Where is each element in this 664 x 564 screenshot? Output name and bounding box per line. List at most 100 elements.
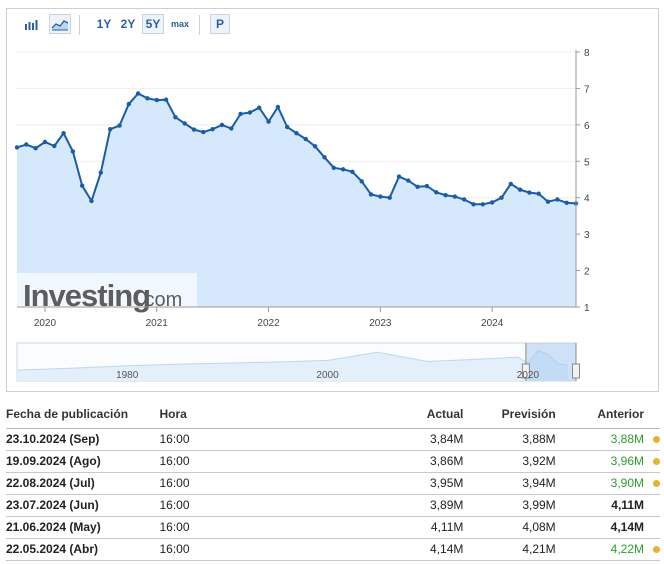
- data-point[interactable]: [285, 124, 290, 130]
- navigator-selection[interactable]: [525, 343, 576, 381]
- data-point[interactable]: [247, 110, 253, 115]
- y-tick-label: 8: [584, 48, 590, 59]
- previous-value: 3,96M: [610, 454, 644, 468]
- data-point[interactable]: [42, 139, 48, 145]
- data-point[interactable]: [517, 187, 523, 192]
- data-point[interactable]: [359, 179, 364, 184]
- data-point[interactable]: [126, 101, 131, 107]
- header-prevision[interactable]: Previsión: [463, 400, 556, 429]
- navigator-area: [17, 350, 568, 381]
- print-button[interactable]: P: [210, 14, 230, 34]
- data-point[interactable]: [89, 198, 94, 204]
- revised-indicator-icon[interactable]: [653, 480, 660, 488]
- previous-value: 3,90M: [610, 476, 644, 490]
- navigator-handle[interactable]: [572, 363, 580, 379]
- data-point[interactable]: [24, 142, 29, 147]
- header-date[interactable]: Fecha de publicación: [6, 400, 160, 429]
- revised-indicator-icon[interactable]: [653, 458, 660, 466]
- data-point[interactable]: [294, 131, 299, 136]
- data-point[interactable]: [229, 126, 234, 131]
- release-date: 23.10.2024 (Sep): [6, 428, 160, 451]
- data-point[interactable]: [443, 193, 448, 198]
- data-point[interactable]: [564, 200, 569, 205]
- data-point[interactable]: [434, 190, 439, 195]
- data-point[interactable]: [508, 181, 513, 187]
- data-point[interactable]: [145, 96, 150, 101]
- table-row: 22.08.2024 (Jul) 16:00 3,95M 3,94M 3,90M: [6, 472, 660, 495]
- data-point[interactable]: [312, 144, 318, 149]
- data-point[interactable]: [108, 127, 113, 132]
- data-point[interactable]: [173, 115, 178, 120]
- release-date: 21.06.2024 (May): [6, 516, 160, 539]
- data-point[interactable]: [275, 104, 281, 110]
- data-point[interactable]: [480, 202, 485, 207]
- data-point[interactable]: [499, 195, 504, 200]
- data-point[interactable]: [266, 119, 271, 124]
- data-point[interactable]: [257, 105, 262, 110]
- data-point[interactable]: [135, 91, 141, 96]
- forecast-value: 4,08M: [463, 516, 556, 539]
- data-point[interactable]: [238, 111, 243, 117]
- data-point[interactable]: [396, 174, 402, 179]
- table-row: 23.07.2024 (Jun) 16:00 3,89M 3,99M 4,11M: [6, 494, 660, 517]
- data-point[interactable]: [378, 194, 383, 199]
- data-point[interactable]: [462, 197, 467, 202]
- data-point[interactable]: [406, 178, 411, 183]
- data-point[interactable]: [471, 202, 476, 207]
- data-point[interactable]: [201, 129, 206, 135]
- revised-indicator-icon[interactable]: [653, 436, 660, 444]
- previous-cell: 4,11M: [555, 494, 660, 517]
- data-point[interactable]: [33, 146, 38, 151]
- data-point[interactable]: [331, 165, 336, 170]
- data-point[interactable]: [424, 183, 430, 189]
- data-point[interactable]: [182, 121, 187, 126]
- data-point[interactable]: [154, 97, 159, 103]
- y-tick-label: 2: [584, 267, 590, 278]
- range-navigator[interactable]: 1980 2000 2020: [7, 339, 660, 385]
- data-point[interactable]: [545, 199, 551, 204]
- data-point[interactable]: [452, 194, 458, 199]
- release-time: 16:00: [159, 450, 330, 473]
- actual-value: 3,86M: [329, 450, 464, 473]
- range-5y-button[interactable]: 5Y: [142, 14, 164, 34]
- data-point[interactable]: [303, 136, 308, 142]
- data-point[interactable]: [98, 170, 104, 175]
- bar-chart-icon[interactable]: [21, 14, 43, 34]
- header-actual[interactable]: Actual: [329, 400, 464, 429]
- data-point[interactable]: [340, 167, 346, 172]
- data-point[interactable]: [117, 123, 122, 128]
- range-1y-button[interactable]: 1Y: [96, 17, 112, 31]
- header-anterior[interactable]: Anterior: [555, 400, 660, 429]
- forecast-value: 3,88M: [463, 428, 556, 451]
- data-point[interactable]: [61, 131, 66, 136]
- x-tick-label: 2022: [257, 318, 280, 329]
- area-chart-icon[interactable]: [49, 14, 71, 34]
- investing-logo-suffix: .com: [139, 289, 182, 311]
- data-point[interactable]: [14, 145, 20, 150]
- revised-indicator-icon[interactable]: [653, 546, 660, 554]
- data-point[interactable]: [536, 191, 541, 196]
- series-area: [17, 93, 576, 307]
- data-point[interactable]: [80, 183, 85, 188]
- data-point[interactable]: [52, 143, 57, 149]
- data-point[interactable]: [368, 192, 374, 197]
- data-point[interactable]: [350, 169, 355, 174]
- data-point[interactable]: [191, 127, 197, 132]
- data-point[interactable]: [387, 195, 392, 200]
- release-date: 22.08.2024 (Jul): [6, 472, 160, 495]
- data-point[interactable]: [163, 97, 169, 102]
- data-point[interactable]: [555, 197, 560, 202]
- data-point[interactable]: [219, 122, 225, 128]
- actual-value: 3,95M: [329, 472, 464, 495]
- header-hora[interactable]: Hora: [159, 400, 330, 429]
- data-point[interactable]: [322, 155, 327, 160]
- data-point[interactable]: [70, 149, 76, 154]
- data-point[interactable]: [415, 184, 420, 189]
- range-max-button[interactable]: max: [170, 19, 189, 29]
- main-chart: 1 2 3 4 5 6 7 8 Investing.com 2020 2021 2022 2023 202…: [14, 48, 590, 329]
- navigator-handle[interactable]: [521, 363, 530, 379]
- data-point[interactable]: [527, 190, 532, 195]
- range-2y-button[interactable]: 2Y: [120, 17, 136, 31]
- data-point[interactable]: [489, 200, 495, 205]
- data-point[interactable]: [210, 127, 215, 132]
